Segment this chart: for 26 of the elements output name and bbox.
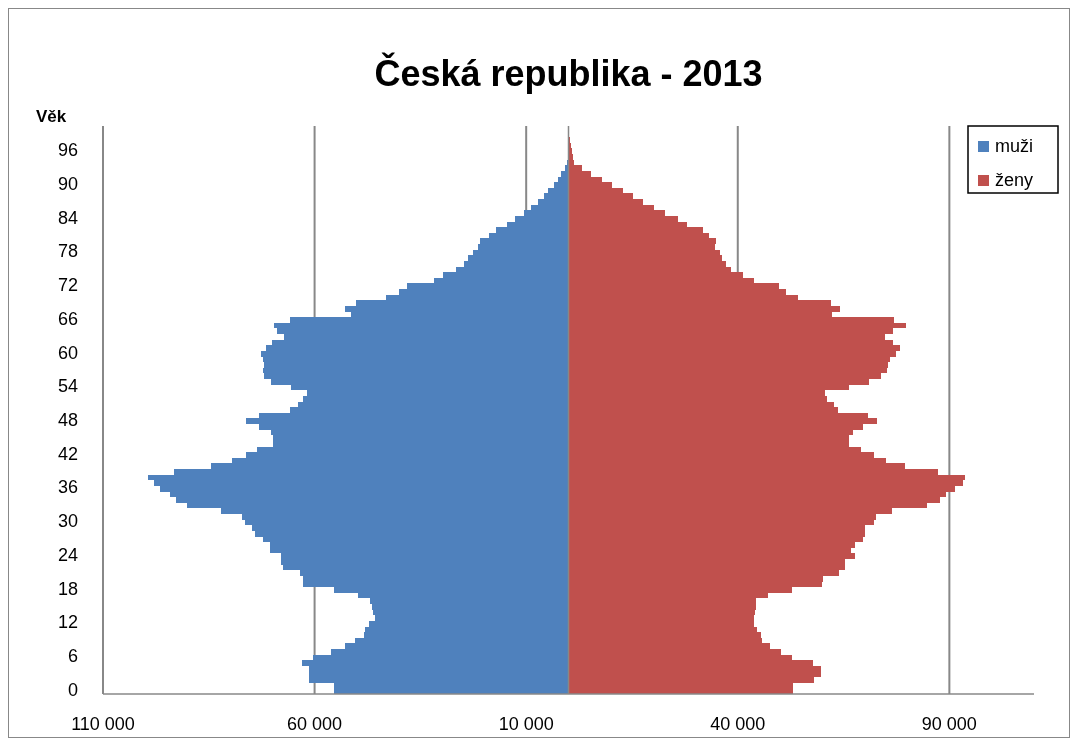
x-tick-label: 60 000 — [287, 714, 343, 734]
y-tick-label: 18 — [57, 578, 78, 599]
y-tick-label: 60 — [57, 342, 78, 363]
y-tick-label: 66 — [57, 308, 78, 329]
y-tick-label: 0 — [67, 679, 78, 700]
y-tick-label: 84 — [57, 207, 78, 228]
y-tick-label: 24 — [57, 544, 78, 565]
y-tick-label: 12 — [57, 612, 78, 633]
y-tick-label: 96 — [57, 140, 78, 161]
x-tick-label: 90 000 — [921, 714, 977, 734]
y-tick-label: 48 — [57, 410, 78, 430]
y-tick-label: 36 — [57, 477, 78, 498]
x-tick-label: 110 000 — [71, 714, 135, 734]
y-tick-label: 72 — [57, 275, 78, 296]
x-tick-label: 40 000 — [710, 714, 766, 734]
y-tick-label: 90 — [57, 173, 78, 194]
y-tick-label: 54 — [57, 376, 78, 397]
legend-label: ženy — [995, 169, 1034, 190]
y-tick-label: 42 — [57, 443, 78, 464]
legend-label: muži — [995, 135, 1034, 156]
y-tick-label: 78 — [57, 241, 78, 262]
y-tick-label: 6 — [67, 646, 78, 667]
chart-title: Česká republika - 2013 — [374, 52, 763, 94]
y-tick-label: 30 — [57, 511, 78, 532]
y-axis-title: Věk — [36, 107, 67, 126]
x-tick-label: 10 000 — [498, 714, 554, 734]
